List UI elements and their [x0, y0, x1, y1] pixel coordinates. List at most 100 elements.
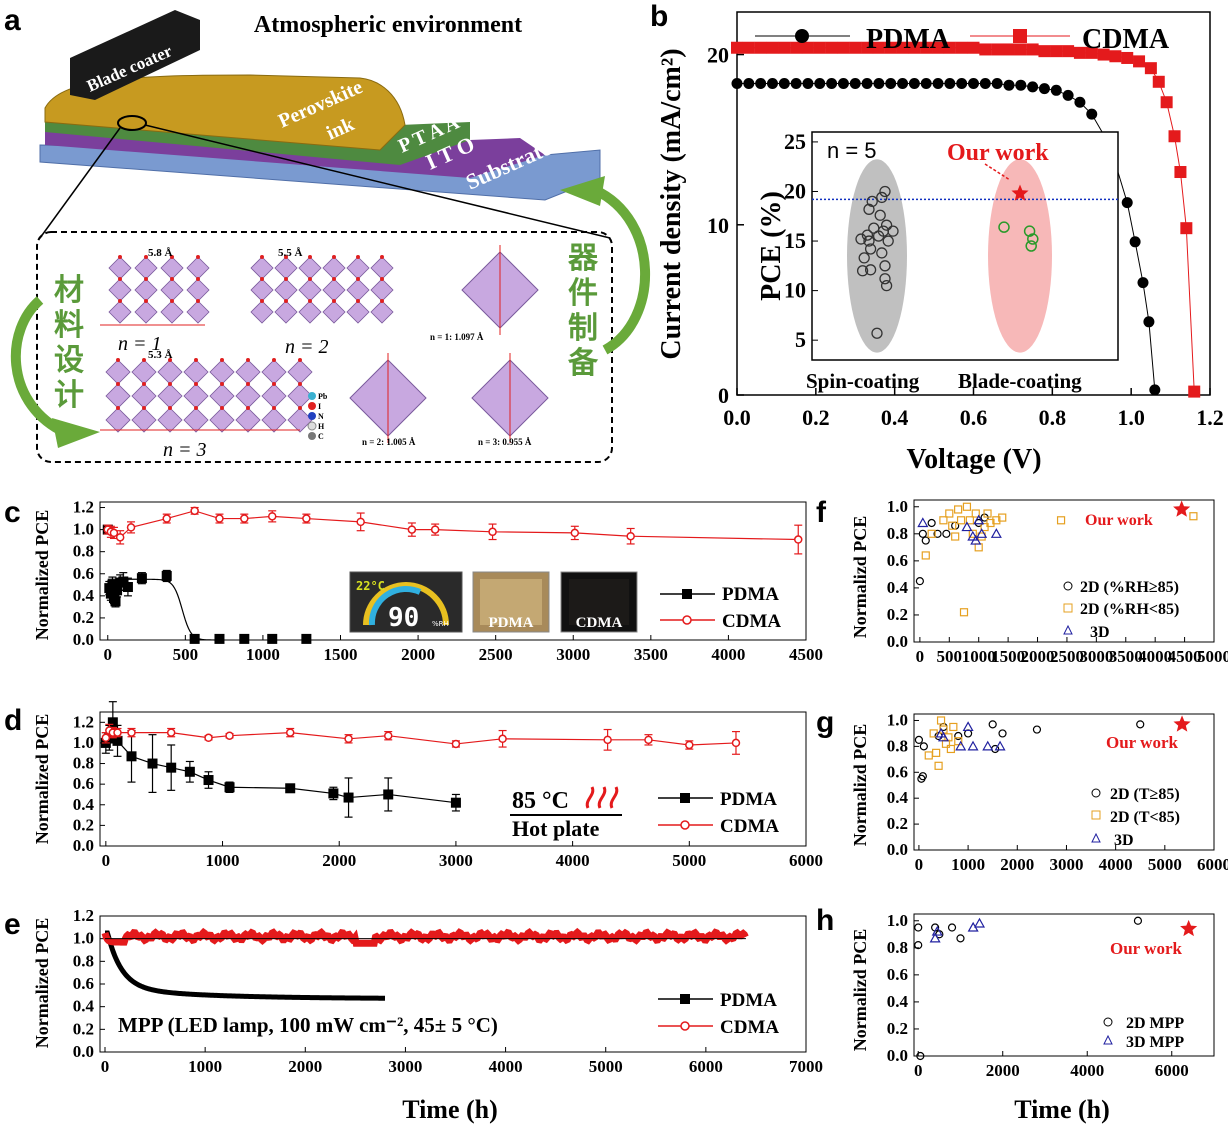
jv-point-pdma: [849, 77, 861, 89]
y-tick-label: 1.0: [887, 497, 908, 516]
octahedron: [346, 300, 370, 324]
jv-point-pdma: [826, 77, 838, 89]
octahedron: [183, 359, 209, 385]
scatter-point: [973, 917, 986, 928]
jv-point-pdma: [897, 77, 909, 89]
y-tick-label: 1.0: [887, 710, 908, 729]
y-tick-label: 0.4: [887, 788, 909, 807]
octahedron: [235, 383, 261, 409]
point-pdma: [203, 775, 214, 786]
jv-point-cdma: [778, 41, 791, 54]
point-pdma: [239, 633, 250, 644]
jv-point-pdma: [1149, 384, 1161, 396]
scatter-point: [917, 517, 929, 528]
inset-our-work: Our work: [947, 140, 1049, 166]
blade-point: [1027, 233, 1039, 245]
label-n2: n = 2: [285, 336, 329, 358]
inset-cat-spin: Spin-coating: [806, 369, 920, 393]
jv-point-cdma: [1133, 55, 1146, 68]
spin-point: [879, 260, 891, 272]
scatter-point: [921, 551, 930, 560]
x-tick-label: 1000: [962, 647, 996, 666]
point-cdma: [793, 535, 803, 544]
scatter-point: [1032, 725, 1042, 734]
h-ylabel: Normalizd PCE: [850, 929, 870, 1051]
atom-i: I: [318, 402, 321, 411]
iodine-atom: [272, 382, 276, 386]
y-tick-label: 1.2: [73, 906, 94, 925]
x-tick-label: 5000: [589, 1057, 623, 1076]
scatter-point: [942, 529, 951, 538]
scatter-point: [954, 505, 963, 514]
jv-point-cdma: [943, 41, 956, 54]
point-pdma: [112, 585, 123, 596]
y-tick-label: 0.8: [73, 754, 94, 773]
h-legend-0: 2D MPP: [1126, 1015, 1184, 1032]
scatter-point: [914, 735, 924, 745]
octahedron: [209, 383, 235, 409]
octahedron: [183, 407, 209, 433]
iodine-atom: [272, 406, 276, 410]
jv-point-cdma: [861, 41, 874, 54]
jv-point-cdma: [813, 41, 826, 54]
octahedron: [131, 407, 157, 433]
x-tick-label: 6000: [689, 1057, 723, 1076]
iodine-atom: [118, 299, 122, 303]
iodine-atom: [284, 299, 288, 303]
jv-point-pdma: [1074, 96, 1086, 108]
jv-point-cdma: [837, 41, 850, 54]
point-cdma: [451, 739, 461, 749]
x-tick-label: 3000: [388, 1057, 422, 1076]
iodine-atom: [246, 358, 250, 362]
meter-arc: [363, 582, 449, 626]
e-ylabel: Normalized PCE: [32, 918, 52, 1048]
legend-pdma-label: PDMA: [866, 24, 951, 55]
scatter-point: [992, 516, 1001, 525]
panel-label-e: e: [4, 908, 21, 941]
meter-rh: 90: [388, 603, 419, 633]
jv-legend: PDMA CDMA: [755, 24, 1170, 55]
iodine-atom: [298, 358, 302, 362]
g-legend: 2D (T≥85) 2D (T<85) 3D: [1091, 786, 1180, 849]
jv-point-cdma: [1109, 50, 1122, 63]
inset-y-tick-label: 20: [784, 178, 806, 203]
octahedron: [298, 300, 322, 324]
x-tick-label: 4000: [711, 645, 745, 664]
e-legend: PDMA CDMA: [658, 990, 779, 1038]
h-legend-1: 3D MPP: [1126, 1034, 1184, 1051]
point-pdma: [136, 573, 147, 584]
scatter-point: [998, 513, 1007, 522]
g-legend-2: 3D: [1114, 832, 1134, 849]
design-text: 材 料 设 计: [54, 273, 84, 413]
jv-point-pdma: [1121, 197, 1133, 209]
jv-point-pdma: [968, 77, 979, 89]
jv-point-pdma: [814, 77, 826, 89]
scatter-point: [970, 534, 982, 545]
h-our-work: Our work: [1110, 939, 1182, 958]
h-legend-c-marker: [1103, 1017, 1113, 1027]
iodine-atom: [196, 299, 200, 303]
x-tick-label: 0: [101, 1057, 110, 1076]
g-ylabel: Normalizd PCE: [850, 724, 870, 846]
scatter-point: [948, 521, 957, 530]
iodine-atom: [196, 255, 200, 259]
x-tick-label: 2000: [288, 1057, 322, 1076]
x-tick-label: 4500: [789, 645, 823, 664]
scatter-point: [994, 740, 1006, 751]
x-tick-label: 0.0: [723, 405, 751, 430]
point-cdma: [267, 512, 277, 521]
spin-point: [879, 185, 891, 198]
jv-point-cdma: [731, 41, 743, 54]
e-legend-cdma-marker: [680, 1021, 690, 1031]
panel-a: a Atmospheric environment Blade coater P…: [4, 4, 650, 463]
scatter-point: [988, 720, 997, 729]
iodine-atom: [284, 255, 288, 259]
atom-c-dot: [308, 432, 316, 440]
jv-point-cdma: [849, 41, 862, 54]
jv-point-pdma: [778, 77, 790, 89]
octa-n2: n = 2: 1.005 Å: [362, 437, 416, 447]
octa-n3: n = 3: 0.955 Å: [478, 437, 532, 447]
jv-point-pdma: [755, 77, 767, 89]
iodine-atom: [298, 406, 302, 410]
x-tick-label: 0: [104, 645, 113, 664]
